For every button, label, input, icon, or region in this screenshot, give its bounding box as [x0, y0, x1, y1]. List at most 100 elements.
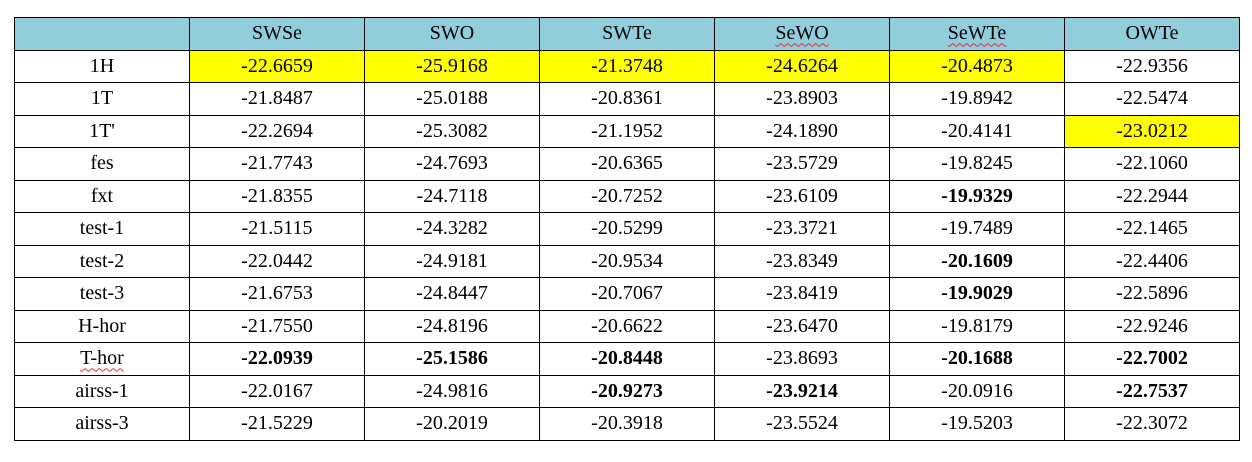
value-cell: -22.5896	[1064, 277, 1240, 311]
table-row: airss-1 -22.0167 -24.9816 -20.9273 -23.9214-…	[14, 374, 1240, 408]
value-cell: -23.8903	[714, 82, 890, 116]
value-cell: -21.5229	[189, 407, 365, 441]
column-header-swte: SWTe	[539, 17, 715, 51]
value-cell: -24.8196	[364, 309, 540, 343]
row-label-cell: 1H	[14, 49, 190, 83]
value-cell: -20.4873	[889, 49, 1065, 83]
row-label-cell: airss-3	[14, 407, 190, 441]
value-cell: -23.9214	[714, 374, 890, 408]
value-cell: -25.9168	[364, 49, 540, 83]
value-cell: -21.7743	[189, 147, 365, 181]
row-label: test-3	[79, 282, 125, 305]
value-cell: -24.7118	[364, 179, 540, 213]
table-header: SWSe SWO SWTe SeWO SeWTe OWTe	[14, 17, 1240, 51]
value-cell: -23.0212	[1064, 114, 1240, 148]
row-label-cell: test-1	[14, 212, 190, 246]
value-cell: -20.1609	[889, 244, 1065, 278]
value-cell: -25.1586	[364, 342, 540, 376]
value-cell: -24.3282	[364, 212, 540, 246]
table-row: test-1 -21.5115 -24.3282 -20.5299 -23.3721 -1…	[14, 212, 1240, 246]
value-cell: -22.6659	[189, 49, 365, 83]
row-label: fes	[90, 152, 114, 175]
value-cell: -21.3748	[539, 49, 715, 83]
row-label: H-hor	[78, 314, 126, 337]
column-header-label: SeWO	[775, 22, 829, 45]
value-cell: -23.5524	[714, 407, 890, 441]
value-cell: -20.7252	[539, 179, 715, 213]
column-header-label: SWTe	[602, 22, 652, 45]
value-cell: -21.6753	[189, 277, 365, 311]
value-cell: -20.1688	[889, 342, 1065, 376]
value-cell: -19.8179	[889, 309, 1065, 343]
value-cell: -24.6264	[714, 49, 890, 83]
row-label-cell: fxt	[14, 179, 190, 213]
column-header-owte: OWTe	[1064, 17, 1240, 51]
value-cell: -19.5203	[889, 407, 1065, 441]
value-cell: -22.5474	[1064, 82, 1240, 116]
value-cell: -19.9029	[889, 277, 1065, 311]
header-row: SWSe SWO SWTe SeWO SeWTe OWTe	[14, 17, 1240, 51]
table-row: T-hor -22.0939 -25.1586 -20.8448 -23.8693 -20…	[14, 342, 1240, 376]
energy-table: SWSe SWO SWTe SeWO SeWTe OWTe 1H -22.6659 -25.9…	[14, 17, 1240, 441]
value-cell: -23.8349	[714, 244, 890, 278]
value-cell: -20.6365	[539, 147, 715, 181]
value-cell: -20.6622	[539, 309, 715, 343]
value-cell: -23.6470	[714, 309, 890, 343]
value-cell: -22.0167	[189, 374, 365, 408]
row-label-cell: T-hor	[14, 342, 190, 376]
value-cell: -22.7537	[1064, 374, 1240, 408]
value-cell: -23.6109	[714, 179, 890, 213]
row-label: T-hor	[80, 347, 124, 370]
value-cell: -19.8942	[889, 82, 1065, 116]
value-cell: -25.0188	[364, 82, 540, 116]
table-body: 1H -22.6659 -25.9168 -21.3748 -24.6264 -20.48…	[14, 49, 1240, 441]
table-row: 1T -21.8487 -25.0188 -20.8361 -23.8903 -19.89…	[14, 82, 1240, 116]
value-cell: -24.8447	[364, 277, 540, 311]
value-cell: -22.1060	[1064, 147, 1240, 181]
row-label: test-2	[79, 249, 125, 272]
column-header-label: SeWTe	[947, 22, 1007, 45]
row-label-cell: fes	[14, 147, 190, 181]
row-label: fxt	[90, 184, 114, 207]
value-cell: -22.0442	[189, 244, 365, 278]
value-cell: -23.8419	[714, 277, 890, 311]
value-cell: -20.8361	[539, 82, 715, 116]
row-label-cell: 1T	[14, 82, 190, 116]
value-cell: -20.9273	[539, 374, 715, 408]
row-label-cell: 1T'	[14, 114, 190, 148]
value-cell: -22.3072	[1064, 407, 1240, 441]
value-cell: -20.0916	[889, 374, 1065, 408]
value-cell: -23.5729	[714, 147, 890, 181]
table-row: fxt -21.8355 -24.7118 -20.7252 -23.6109 -19.9…	[14, 179, 1240, 213]
value-cell: -20.3918	[539, 407, 715, 441]
value-cell: -24.9181	[364, 244, 540, 278]
table-row: airss-3 -21.5229 -20.2019 -20.3918 -23.5524-…	[14, 407, 1240, 441]
value-cell: -24.7693	[364, 147, 540, 181]
column-header-sewo: SeWO	[714, 17, 890, 51]
value-cell: -21.5115	[189, 212, 365, 246]
row-label: 1H	[89, 54, 115, 77]
value-cell: -23.3721	[714, 212, 890, 246]
row-label: test-1	[79, 217, 125, 240]
value-cell: -21.1952	[539, 114, 715, 148]
column-header-label: SWO	[429, 22, 475, 45]
value-cell: -25.3082	[364, 114, 540, 148]
data-table-container: SWSe SWO SWTe SeWO SeWTe OWTe 1H -22.6659 -25.9…	[14, 17, 1240, 441]
table-row: fes -21.7743 -24.7693 -20.6365 -23.5729 -19.8…	[14, 147, 1240, 181]
value-cell: -21.8487	[189, 82, 365, 116]
column-header-label: OWTe	[1125, 22, 1179, 45]
table-row: 1H -22.6659 -25.9168 -21.3748 -24.6264 -20.48…	[14, 49, 1240, 83]
value-cell: -20.4141	[889, 114, 1065, 148]
value-cell: -20.9534	[539, 244, 715, 278]
value-cell: -22.0939	[189, 342, 365, 376]
value-cell: -22.4406	[1064, 244, 1240, 278]
table-row: 1T' -22.2694 -25.3082 -21.1952 -24.1890 -20.4…	[14, 114, 1240, 148]
value-cell: -19.9329	[889, 179, 1065, 213]
column-header-sewte: SeWTe	[889, 17, 1065, 51]
header-corner-cell	[14, 17, 190, 51]
value-cell: -22.9246	[1064, 309, 1240, 343]
value-cell: -21.7550	[189, 309, 365, 343]
value-cell: -20.7067	[539, 277, 715, 311]
table-row: test-3 -21.6753 -24.8447 -20.7067 -23.8419 -1…	[14, 277, 1240, 311]
column-header-label: SWSe	[252, 22, 302, 45]
